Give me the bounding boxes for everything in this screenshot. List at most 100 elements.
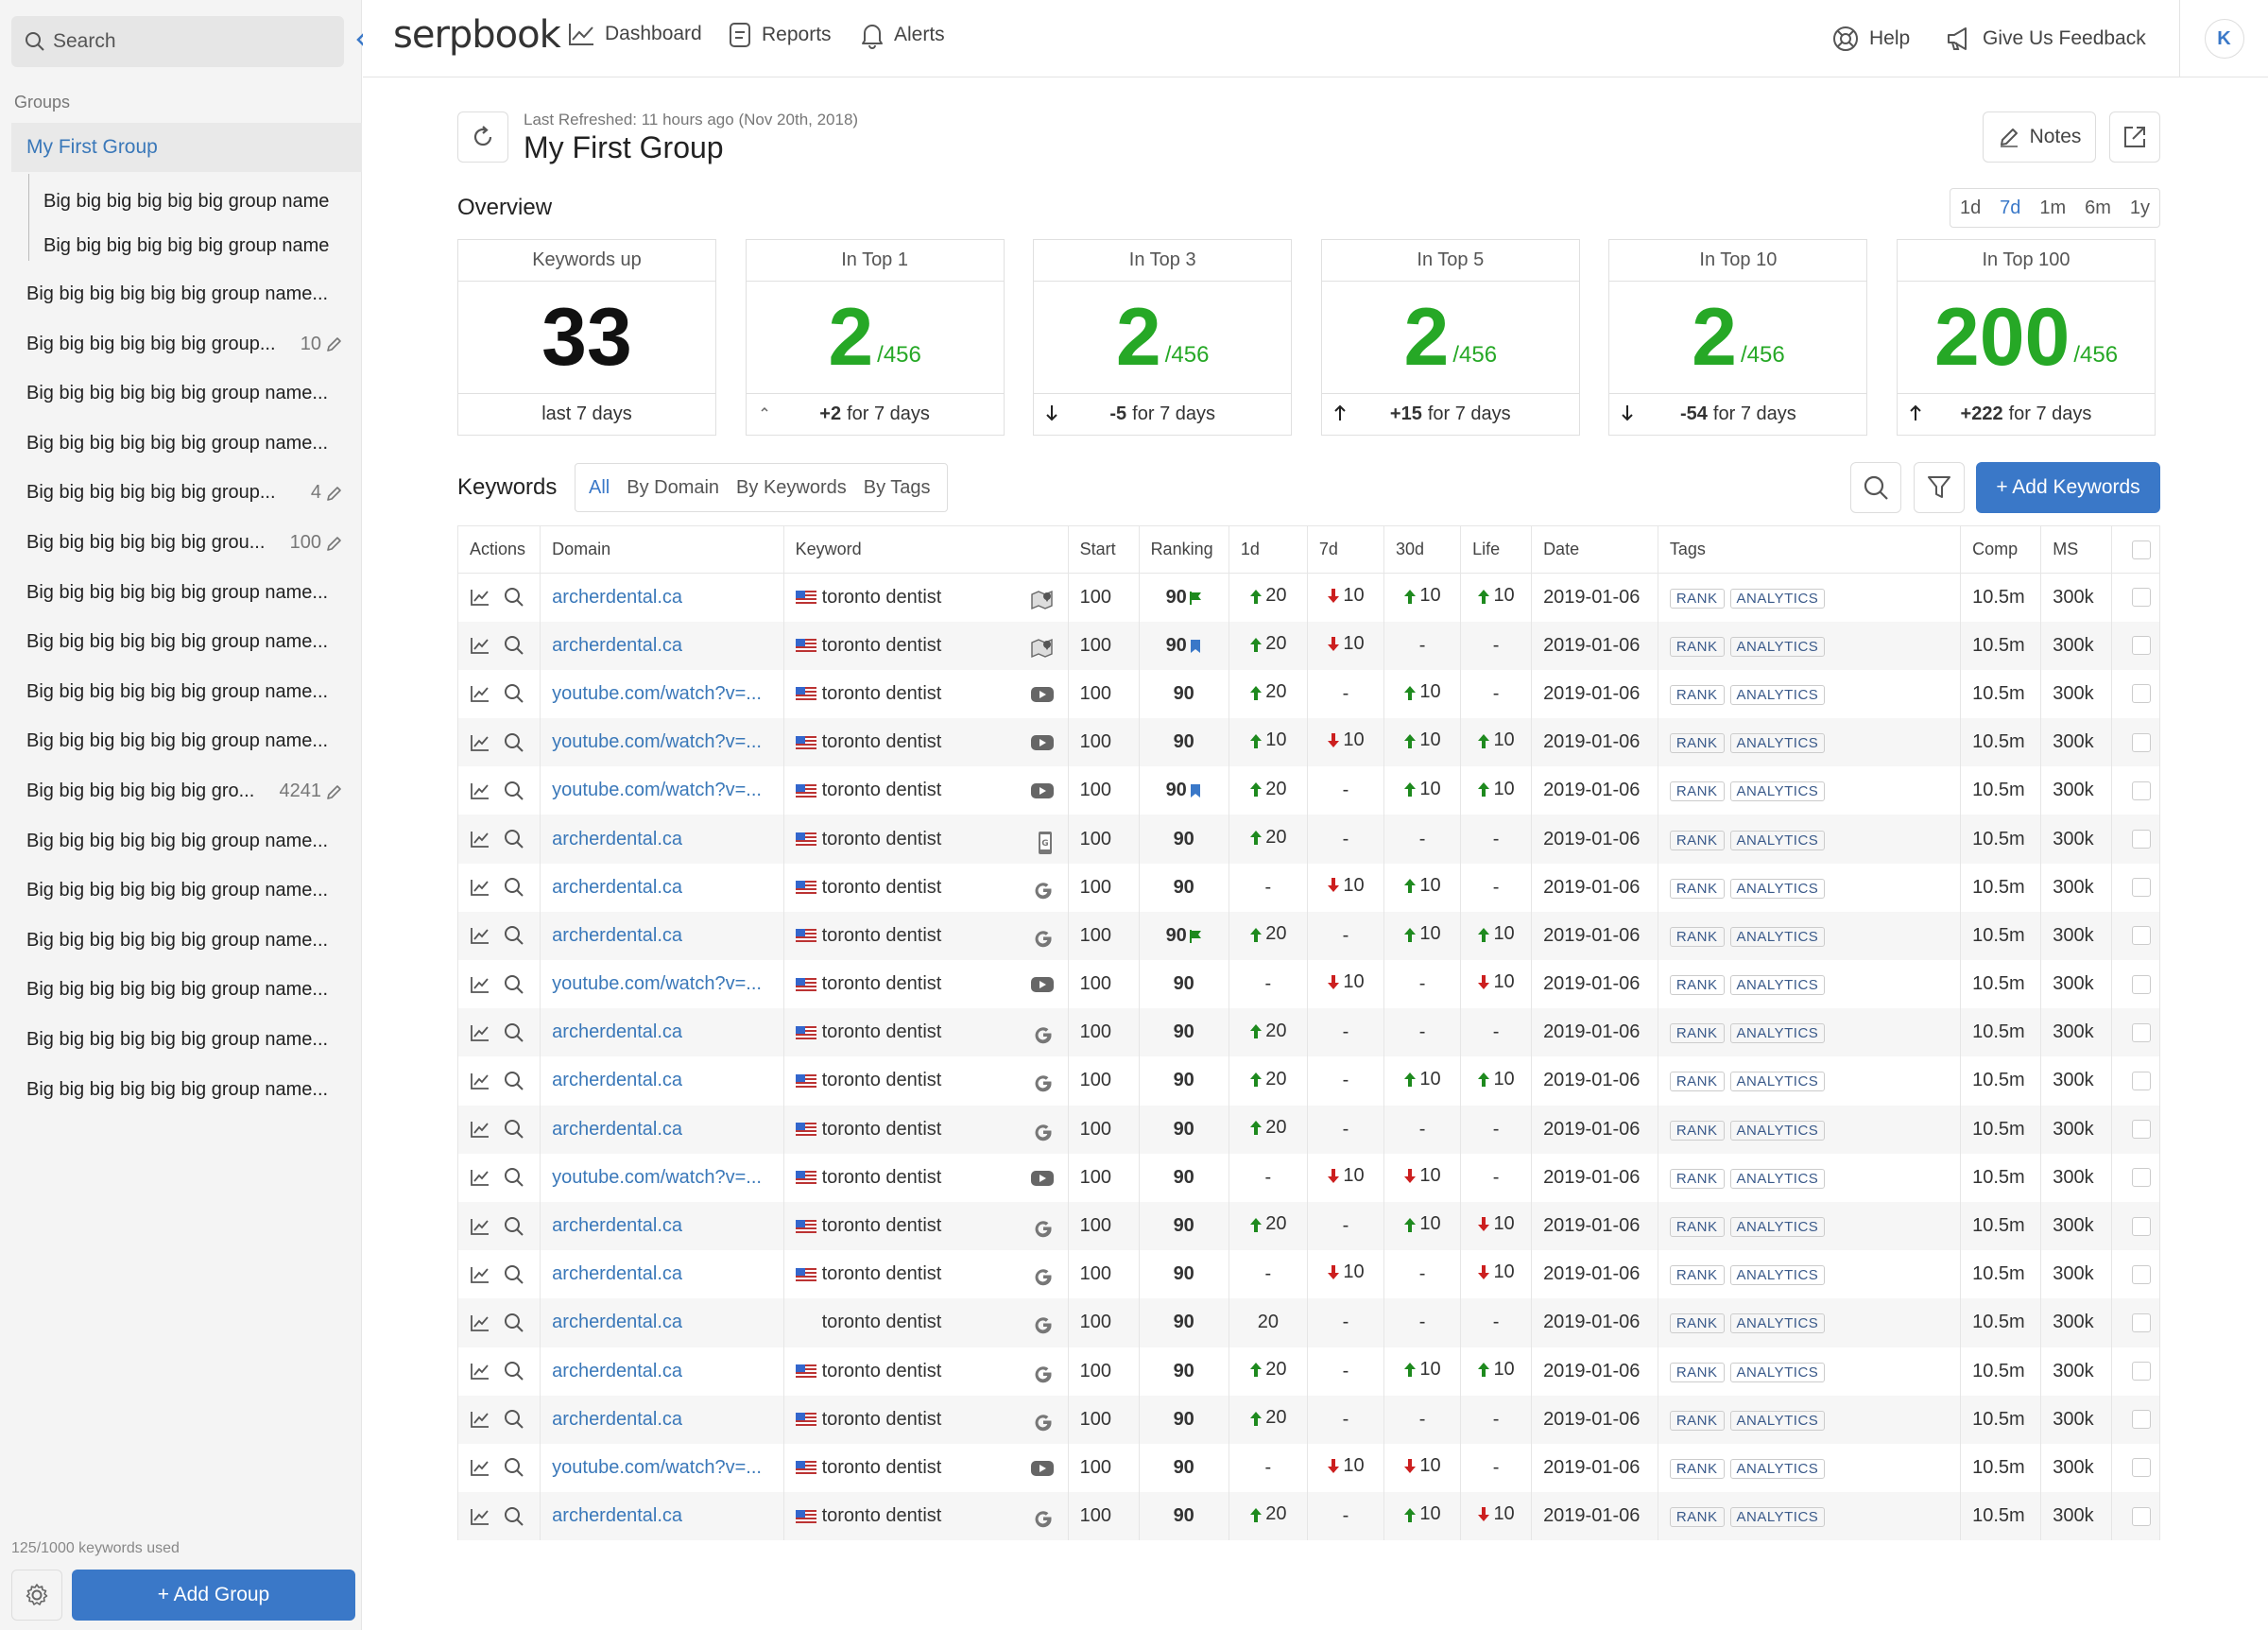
tag-badge[interactable]: ANALYTICS [1729,588,1826,609]
row-checkbox[interactable] [2132,1120,2152,1140]
table-row[interactable]: archerdental.ca toronto dentist 100 90 20 - 10… [456,1056,2160,1106]
tag-badge[interactable]: RANK [1669,781,1725,802]
domain-link[interactable]: youtube.com/watch?v=... [540,1153,784,1202]
tag-badge[interactable]: ANALYTICS [1729,1217,1826,1238]
domain-link[interactable]: archerdental.ca [540,1395,784,1444]
domain-link[interactable]: youtube.com/watch?v=... [540,766,784,815]
range-1m[interactable]: 1m [2039,197,2067,218]
chart-icon[interactable] [470,1023,490,1042]
sidebar-group-item[interactable]: Big big big big big big group name... [26,880,348,901]
sidebar-group-item[interactable]: Big big big big big big group name... [26,1029,348,1051]
range-6m[interactable]: 6m [2085,197,2111,218]
tag-badge[interactable]: ANALYTICS [1729,1313,1826,1334]
search-icon[interactable] [504,587,524,608]
feedback-link[interactable]: Give Us Feedback [1945,25,2146,53]
nav-dashboard[interactable]: Dashboard [567,21,702,47]
pencil-icon[interactable] [325,534,344,553]
tag-badge[interactable]: ANALYTICS [1729,975,1826,996]
chart-icon[interactable] [470,1120,490,1139]
sidebar-group-item[interactable]: Big big big big big big group name... [26,631,348,653]
tag-badge[interactable]: RANK [1669,733,1725,754]
table-row[interactable]: archerdental.ca toronto dentist G 100 90 20 - -… [456,815,2160,864]
chart-icon[interactable] [470,1265,490,1284]
column-header[interactable]: MS [2040,525,2113,574]
table-row[interactable]: archerdental.ca toronto dentist 100 90 20 - 10… [456,1347,2160,1396]
search-keywords-button[interactable] [1850,462,1901,513]
tag-badge[interactable]: ANALYTICS [1729,1265,1826,1286]
search-icon[interactable] [504,1313,524,1333]
row-checkbox[interactable] [2132,1022,2152,1042]
nav-alerts[interactable]: Alerts [860,21,945,49]
refresh-button[interactable] [457,112,508,163]
sidebar-group-item[interactable]: Big big big big big big group... 4 [26,482,348,504]
sidebar-group-item[interactable]: Big big big big big big group name... [26,582,348,604]
nav-reports[interactable]: Reports [728,21,832,49]
search-icon[interactable] [504,1119,524,1140]
tag-badge[interactable]: RANK [1669,1023,1725,1044]
row-checkbox[interactable] [2132,732,2152,752]
row-checkbox[interactable] [2132,1071,2152,1090]
chart-icon[interactable] [470,975,490,994]
chart-icon[interactable] [470,926,490,945]
column-header[interactable]: 7d [1306,525,1385,574]
row-checkbox[interactable] [2132,588,2152,608]
row-checkbox[interactable] [2132,974,2152,994]
sidebar-group-item[interactable]: Big big big big big big gro... 4241 [26,781,348,802]
search-icon[interactable] [504,1264,524,1285]
row-checkbox[interactable] [2132,878,2152,898]
search-icon[interactable] [504,635,524,656]
sidebar-group-item[interactable]: Big big big big big big group... 10 [26,334,348,355]
tag-badge[interactable]: ANALYTICS [1729,1362,1826,1382]
settings-button[interactable] [11,1570,62,1621]
row-checkbox[interactable] [2132,830,2152,849]
sidebar-subgroup[interactable]: Big big big big big big group name [43,235,330,256]
sidebar-group-item[interactable]: Big big big big big big group name... [26,730,348,752]
tab-by-domain[interactable]: By Domain [627,476,720,498]
tag-badge[interactable]: ANALYTICS [1729,830,1826,850]
table-row[interactable]: archerdental.ca toronto dentist 100 90 20 - 10… [456,1492,2160,1541]
sidebar-item-active-group[interactable]: My First Group [11,123,362,172]
column-header[interactable]: Ranking [1138,525,1229,574]
domain-link[interactable]: archerdental.ca [540,1250,784,1299]
column-header[interactable]: Domain [540,525,784,574]
chart-icon[interactable] [470,1507,490,1526]
table-row[interactable]: archerdental.ca toronto dentist 100 90 20 - - -… [456,1105,2160,1154]
row-checkbox[interactable] [2132,1458,2152,1478]
search-icon[interactable] [504,1216,524,1237]
domain-link[interactable]: archerdental.ca [540,1056,784,1106]
tag-badge[interactable]: RANK [1669,1072,1725,1092]
search-icon[interactable] [504,1361,524,1381]
domain-link[interactable]: archerdental.ca [540,1201,784,1251]
tag-badge[interactable]: RANK [1669,684,1725,705]
tag-badge[interactable]: ANALYTICS [1729,1168,1826,1189]
chart-icon[interactable] [470,1217,490,1236]
table-row[interactable]: youtube.com/watch?v=... toronto dentist 10… [456,718,2160,767]
chart-icon[interactable] [470,1313,490,1332]
row-checkbox[interactable] [2132,636,2152,656]
avatar[interactable]: K [2204,19,2244,59]
search-icon[interactable] [504,829,524,849]
domain-link[interactable]: archerdental.ca [540,1008,784,1057]
domain-link[interactable]: archerdental.ca [540,815,784,864]
table-row[interactable]: archerdental.ca toronto dentist 100 90 20 - - -… [456,1395,2160,1444]
chart-icon[interactable] [470,588,490,607]
tag-badge[interactable]: RANK [1669,636,1725,657]
column-header[interactable]: Life [1460,525,1533,574]
table-row[interactable]: archerdental.ca toronto dentist 100 90 20 - 10… [456,1201,2160,1251]
chart-icon[interactable] [470,1362,490,1381]
domain-link[interactable]: youtube.com/watch?v=... [540,960,784,1009]
tag-badge[interactable]: RANK [1669,1410,1725,1431]
tag-badge[interactable]: ANALYTICS [1729,1507,1826,1528]
tag-badge[interactable]: RANK [1669,1217,1725,1238]
search-icon[interactable] [504,1409,524,1430]
table-row[interactable]: archerdental.ca toronto dentist 100 90 20 - - -… [456,1008,2160,1057]
domain-link[interactable]: archerdental.ca [540,1298,784,1347]
row-checkbox[interactable] [2132,1168,2152,1188]
sidebar-group-item[interactable]: Big big big big big big group name... [26,979,348,1001]
pencil-icon[interactable] [325,782,344,801]
tag-badge[interactable]: ANALYTICS [1729,1458,1826,1479]
domain-link[interactable]: archerdental.ca [540,573,784,622]
table-row[interactable]: archerdental.ca toronto dentist 100 90 20 - 10… [456,911,2160,960]
column-header[interactable]: Date [1531,525,1658,574]
chart-icon[interactable] [470,1458,490,1477]
